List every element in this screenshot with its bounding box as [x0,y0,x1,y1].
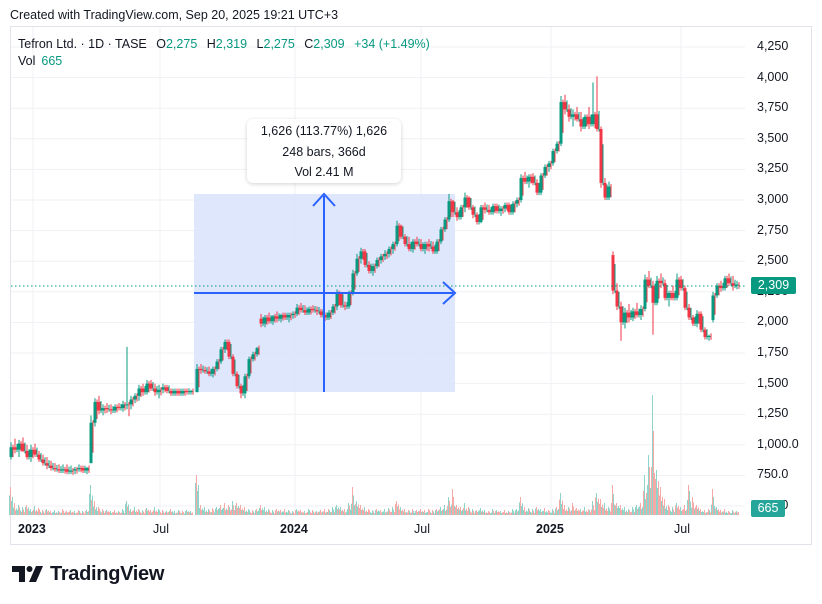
symbol-legend: Tefron Ltd. · 1D · TASE O2,275 H2,319 L2… [18,36,430,70]
high-value: 2,319 [215,37,248,51]
price-axis-label: 1,500 [757,375,789,390]
measure-arrows [194,192,457,392]
price-axis-label: 3,000 [757,192,789,206]
open-value: 2,275 [165,37,198,51]
measure-bars: 248 bars, 366d [282,144,366,159]
last-volume-tag: 665 [751,500,785,517]
volume-bars [9,395,739,515]
candles [9,76,740,475]
price-axis-label: 2,500 [757,253,789,268]
price-axis-label: 4,250 [757,39,789,53]
tradingview-logo-icon [12,566,43,582]
price-axis-label: 750.0 [757,467,789,482]
volume-row: Vol 665 [18,53,430,70]
time-axis-label: 2023 [18,522,46,536]
tradingview-logo-text: TradingView [50,562,165,585]
price-axis-label: 3,750 [757,100,789,115]
price-axis-label: 4,000 [757,69,789,84]
time-axis-label: 2024 [280,522,308,536]
volume-label[interactable]: Vol [18,54,36,68]
time-axis-label: Jul [414,522,430,536]
volume-value: 665 [41,54,63,68]
symbol-title[interactable]: Tefron Ltd. · 1D · TASE [18,37,147,51]
measure-change: 1,626 (113.77%) 1,626 [260,124,388,138]
price-axis-label: 1,250 [757,406,789,421]
change-value: +34 (+1.49%) [354,37,430,51]
tradingview-logo[interactable]: TradingView [12,563,164,585]
price-axis-label: 3,500 [757,130,789,145]
last-price-tag: 2,309 [751,277,796,294]
ohlc-row: Tefron Ltd. · 1D · TASE O2,275 H2,319 L2… [18,37,430,51]
price-axis-label: 1,000.0 [757,436,799,451]
time-axis-label: Jul [153,522,169,536]
low-value: 2,275 [263,37,295,51]
price-axis-label: 2,750 [757,222,789,237]
close-value: 2,309 [313,37,345,51]
time-axis-label: 2025 [536,522,564,536]
measure-tooltip: 1,626 (113.77%) 1,626 248 bars, 366d Vol… [247,119,401,183]
time-axis-label: Jul [674,522,690,536]
price-axis-label: 2,000 [757,314,789,329]
created-with-text: Created with TradingView.com, Sep 20, 20… [10,8,339,22]
price-axis-label: 3,250 [757,161,789,176]
price-axis-label: 1,750 [757,345,789,359]
measure-volume: Vol 2.41 M [294,165,354,179]
